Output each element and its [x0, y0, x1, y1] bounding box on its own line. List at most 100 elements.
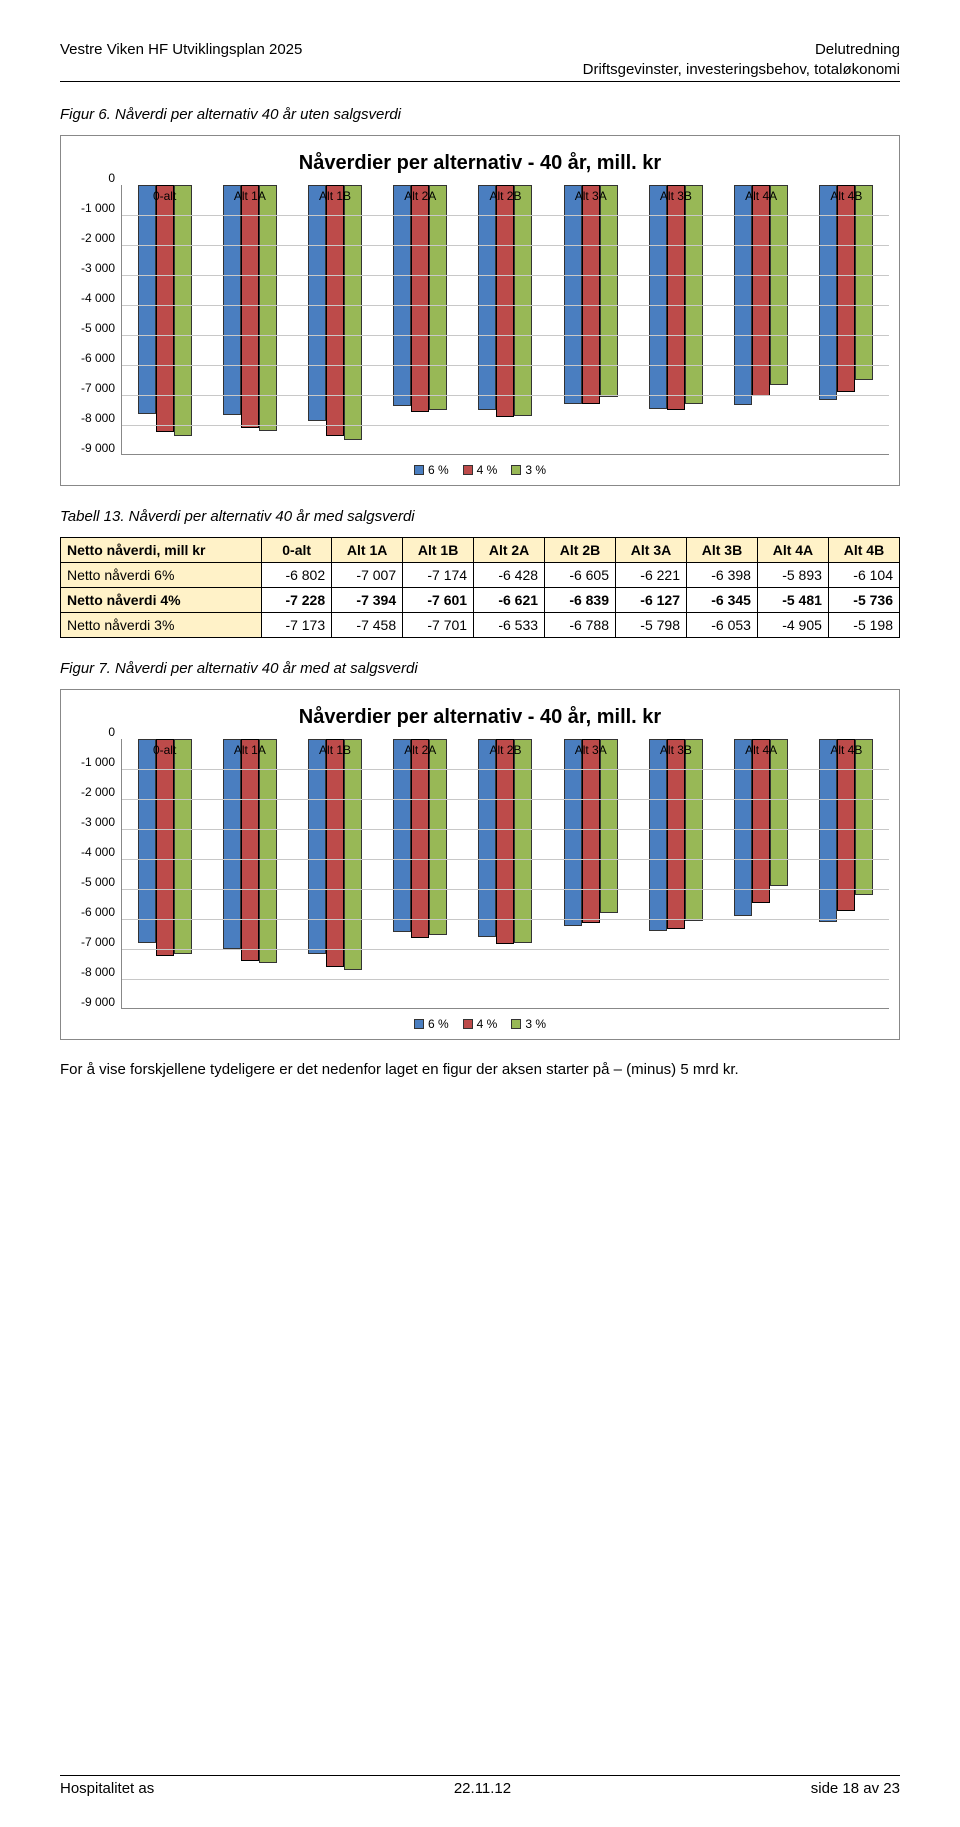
category-label: Alt 1B — [319, 743, 351, 757]
table-cell: -7 601 — [403, 588, 474, 613]
bar — [837, 739, 855, 911]
table-cell: -6 221 — [616, 563, 687, 588]
table-cell: -6 839 — [545, 588, 616, 613]
table-cell: -7 458 — [332, 613, 403, 638]
bar — [344, 739, 362, 970]
category-label: Alt 4B — [830, 743, 862, 757]
table-cell: -7 701 — [403, 613, 474, 638]
bar — [770, 739, 788, 886]
table-col-header: 0-alt — [262, 538, 332, 563]
figure6-y-axis: 0-1 000-2 000-3 000-4 000-5 000-6 000-7 … — [71, 185, 121, 455]
bar — [308, 739, 326, 954]
table13-caption: Tabell 13. Nåverdi per alternativ 40 år … — [60, 508, 900, 525]
bar-group: Alt 1A — [207, 185, 292, 454]
table-cell: -6 428 — [474, 563, 545, 588]
category-label: Alt 3B — [660, 189, 692, 203]
bar-group: Alt 3B — [633, 185, 718, 454]
bar — [326, 185, 344, 436]
bar — [138, 185, 156, 414]
table-cell: -6 127 — [616, 588, 687, 613]
table-cell: -4 905 — [757, 613, 828, 638]
bar-group: Alt 2A — [378, 185, 463, 454]
table-col-header: Alt 2B — [545, 538, 616, 563]
bar — [478, 185, 496, 410]
table-row-header: Netto nåverdi 6% — [61, 563, 262, 588]
figure6-caption: Figur 6. Nåverdi per alternativ 40 år ut… — [60, 106, 900, 123]
table-cell: -5 198 — [828, 613, 899, 638]
bar — [752, 739, 770, 903]
table13: Netto nåverdi, mill kr0-altAlt 1AAlt 1BA… — [60, 537, 900, 638]
bar — [819, 739, 837, 922]
legend-swatch — [511, 465, 521, 475]
bar-group: Alt 3A — [548, 739, 633, 1008]
bar-group: Alt 3B — [633, 739, 718, 1008]
figure7-title: Nåverdier per alternativ - 40 år, mill. … — [71, 706, 889, 729]
legend-swatch — [414, 1019, 424, 1029]
bar — [241, 185, 259, 428]
table-cell: -6 104 — [828, 563, 899, 588]
header-rule — [60, 81, 900, 82]
table-cell: -5 893 — [757, 563, 828, 588]
legend-item: 3 % — [511, 463, 546, 477]
category-label: Alt 2B — [489, 189, 521, 203]
table-cell: -6 398 — [686, 563, 757, 588]
table-row: Netto nåverdi 6%-6 802-7 007-7 174-6 428… — [61, 563, 900, 588]
table-cell: -6 621 — [474, 588, 545, 613]
table-col-header: Alt 3A — [616, 538, 687, 563]
bar-group: Alt 3A — [548, 185, 633, 454]
legend-item: 6 % — [414, 1017, 449, 1031]
table-col-header: Alt 4A — [757, 538, 828, 563]
header-right: Delutredning Driftsgevinster, investerin… — [583, 40, 900, 79]
bar — [667, 739, 685, 929]
table-cell: -6 345 — [686, 588, 757, 613]
table-row: Netto nåverdi 4%-7 228-7 394-7 601-6 621… — [61, 588, 900, 613]
figure6-chart: Nåverdier per alternativ - 40 år, mill. … — [60, 135, 900, 486]
bar-group: Alt 4B — [804, 185, 889, 454]
bar — [582, 739, 600, 923]
bar — [259, 739, 277, 963]
table-cell: -7 007 — [332, 563, 403, 588]
category-label: Alt 1B — [319, 189, 351, 203]
legend-swatch — [463, 1019, 473, 1029]
bar — [411, 185, 429, 412]
legend-swatch — [463, 465, 473, 475]
table-col-header: Alt 4B — [828, 538, 899, 563]
footer-right: side 18 av 23 — [811, 1780, 900, 1797]
page-footer: Hospitalitet as 22.11.12 side 18 av 23 — [60, 1775, 900, 1797]
legend-item: 4 % — [463, 1017, 498, 1031]
table-col-header: Alt 3B — [686, 538, 757, 563]
category-label: Alt 3A — [575, 189, 607, 203]
bar-group: Alt 1A — [207, 739, 292, 1008]
bar — [174, 739, 192, 954]
legend-swatch — [511, 1019, 521, 1029]
legend-item: 3 % — [511, 1017, 546, 1031]
category-label: Alt 4A — [745, 743, 777, 757]
category-label: 0-alt — [153, 189, 176, 203]
bar — [344, 185, 362, 440]
table-cell: -7 174 — [403, 563, 474, 588]
footer-left: Hospitalitet as — [60, 1780, 154, 1797]
footer-rule — [60, 1775, 900, 1776]
table-row: Netto nåverdi 3%-7 173-7 458-7 701-6 533… — [61, 613, 900, 638]
figure6-title: Nåverdier per alternativ - 40 år, mill. … — [71, 152, 889, 175]
figure7-plot: 0-altAlt 1AAlt 1BAlt 2AAlt 2BAlt 3AAlt 3… — [121, 739, 889, 1009]
bar — [496, 185, 514, 417]
legend-item: 4 % — [463, 463, 498, 477]
bar — [223, 185, 241, 415]
bar — [564, 739, 582, 926]
legend-item: 6 % — [414, 463, 449, 477]
bar — [649, 185, 667, 409]
bar-group: Alt 4B — [804, 739, 889, 1008]
table-cell: -5 481 — [757, 588, 828, 613]
table-corner-header: Netto nåverdi, mill kr — [61, 538, 262, 563]
figure7-chart: Nåverdier per alternativ - 40 år, mill. … — [60, 689, 900, 1040]
category-label: Alt 2A — [404, 189, 436, 203]
bar-group: 0-alt — [122, 739, 207, 1008]
table-cell: -6 788 — [545, 613, 616, 638]
category-label: Alt 1A — [234, 743, 266, 757]
bar-group: Alt 4A — [719, 739, 804, 1008]
category-label: Alt 1A — [234, 189, 266, 203]
body-paragraph: For å vise forskjellene tydeligere er de… — [60, 1060, 900, 1080]
legend-swatch — [414, 465, 424, 475]
bar — [600, 739, 618, 913]
